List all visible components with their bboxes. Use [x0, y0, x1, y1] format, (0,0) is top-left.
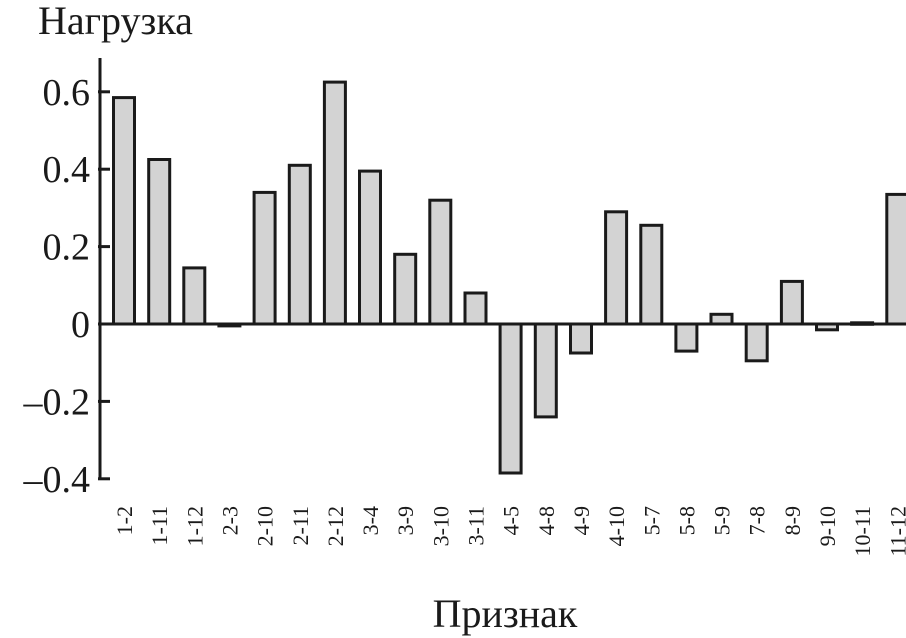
y-tick-label: –0.2 [23, 381, 91, 423]
bar-11-12 [885, 192, 906, 326]
bar-3-11 [463, 291, 488, 326]
x-tick-label: 2-3 [217, 506, 242, 535]
x-tick-label: 10-11 [850, 506, 875, 557]
bar-5-8 [674, 322, 699, 353]
x-tick-label: 8-9 [780, 506, 805, 535]
bar-1-12 [182, 266, 207, 326]
x-tick-label: 5-8 [674, 506, 699, 535]
x-tick-label: 4-5 [499, 506, 524, 535]
x-tick-label: 5-9 [710, 506, 735, 535]
y-tick-label: 0.4 [43, 149, 91, 191]
y-tick-label: 0 [71, 304, 90, 346]
x-tick-label: 3-4 [358, 506, 383, 535]
x-tick-label: 2-10 [253, 506, 278, 546]
bar-7-8 [744, 322, 769, 363]
bar-8-9 [779, 279, 804, 326]
bar-1-2 [112, 96, 136, 326]
x-tick-label: 4-8 [534, 506, 559, 535]
bar-2-12 [322, 80, 347, 326]
x-tick-label: 2-12 [323, 506, 348, 546]
x-axis-label: Признак [433, 591, 578, 636]
y-tick-label: 0.6 [43, 72, 91, 114]
x-tick-label: 3-9 [393, 506, 418, 535]
x-tick-label: 1-12 [182, 506, 207, 546]
x-tick-label: 5-7 [639, 506, 664, 535]
bar-2-10 [252, 190, 277, 326]
bar-3-9 [393, 252, 418, 326]
bar-4-10 [604, 210, 629, 326]
x-tick-label: 7-8 [745, 506, 770, 535]
x-tick-label: 4-9 [569, 506, 594, 535]
y-tick-label: –0.4 [23, 459, 91, 501]
x-tick-label: 3-11 [464, 506, 489, 546]
bar-3-10 [428, 198, 453, 326]
y-tick-label: 0.2 [43, 227, 91, 269]
bar-4-5 [498, 322, 523, 475]
y-axis-label: Нагрузка [38, 0, 193, 43]
x-tick-label: 4-10 [604, 506, 629, 546]
bar-4-9 [569, 322, 593, 355]
bars [112, 80, 906, 475]
x-tick-label: 11-12 [885, 506, 906, 557]
x-tick-label: 1-11 [147, 506, 172, 546]
bar-4-8 [533, 322, 558, 419]
bar-3-4 [358, 169, 382, 326]
x-tick-label: 2-11 [288, 506, 313, 546]
y-axis-ticks: 0.6 0.4 0.2 0 –0.2 –0.4 [23, 72, 110, 501]
x-axis-ticks: 1-2 1-11 1-12 2-3 2-10 2-11 2-12 3-4 3-9 3-10 3-11… [112, 506, 906, 557]
x-tick-label: 9-10 [815, 506, 840, 546]
bar-2-11 [287, 163, 312, 326]
bar-1-11 [147, 158, 172, 326]
x-tick-label: 1-2 [112, 506, 137, 535]
bar-5-7 [639, 223, 664, 326]
x-tick-label: 3-10 [428, 506, 453, 546]
